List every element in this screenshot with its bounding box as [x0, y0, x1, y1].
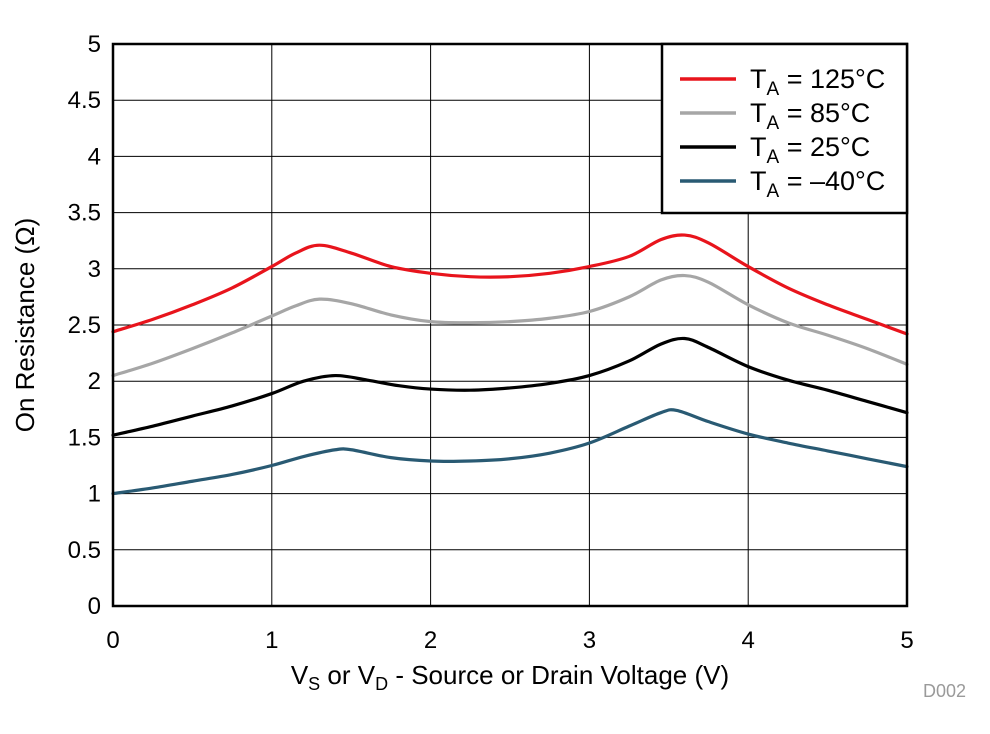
figure-code: D002 [923, 681, 966, 701]
x-axis-label-part3: - Source or Drain Voltage (V) [388, 660, 729, 690]
legend-label-suffix: = 125°C [779, 64, 885, 94]
y-tick-labels: 0 0.5 1 1.5 2 2.5 3 3.5 4 4.5 5 [68, 31, 101, 620]
legend-label-suffix: = 85°C [779, 98, 870, 128]
legend-label-125: TA = 125°C [750, 64, 885, 100]
y-tick-label: 3 [88, 256, 101, 283]
series-line-125 [111, 233, 909, 336]
legend-label-subscript: A [767, 147, 780, 168]
x-tick-labels: 0 1 2 3 4 5 [106, 627, 913, 654]
legend-label-suffix: = 25°C [779, 132, 870, 162]
series-line-25 [111, 336, 909, 437]
y-tick-label: 4 [88, 143, 101, 170]
x-tick-label: 1 [265, 627, 278, 654]
legend-label-subscript: A [767, 79, 780, 100]
y-tick-label: 3.5 [68, 200, 101, 227]
legend-label-25: TA = 25°C [750, 132, 870, 168]
x-tick-label: 3 [583, 627, 596, 654]
x-axis-label: VS or VD - Source or Drain Voltage (V) [291, 660, 729, 694]
legend-label-subscript: A [767, 113, 780, 134]
series-line-85 [111, 273, 909, 378]
legend-label-suffix: = –40°C [779, 166, 885, 196]
x-axis-label-sub2: D [375, 674, 388, 694]
y-tick-label: 2 [88, 368, 101, 395]
legend-label-prefix: T [750, 166, 767, 196]
y-tick-label: 0 [88, 593, 101, 620]
y-tick-label: 1 [88, 481, 101, 508]
y-tick-label: 0.5 [68, 537, 101, 564]
legend-label-85: TA = 85°C [750, 98, 870, 134]
y-axis-label: On Resistance (Ω) [10, 218, 40, 433]
x-tick-label: 5 [900, 627, 913, 654]
plot-frame [111, 42, 909, 608]
x-axis-label-part2: or V [320, 660, 376, 690]
x-axis-label-sub1: S [308, 674, 320, 694]
x-tick-label: 4 [742, 627, 755, 654]
y-tick-label: 2.5 [68, 312, 101, 339]
legend-label-subscript: A [767, 181, 780, 202]
legend-label-prefix: T [750, 64, 767, 94]
x-tick-label: 2 [424, 627, 437, 654]
legend: TA = 125°CTA = 85°CTA = 25°CTA = –40°C [660, 42, 909, 215]
y-tick-label: 1.5 [68, 424, 101, 451]
legend-label-prefix: T [750, 98, 767, 128]
x-tick-label: 0 [106, 627, 119, 654]
x-axis-label-part1: V [291, 660, 309, 690]
y-tick-label: 4.5 [68, 87, 101, 114]
legend-label-prefix: T [750, 132, 767, 162]
series-line--40 [111, 408, 909, 496]
series-layer [111, 233, 909, 496]
legend-box [660, 42, 909, 215]
legend-label--40: TA = –40°C [750, 166, 885, 202]
y-tick-label: 5 [88, 31, 101, 58]
